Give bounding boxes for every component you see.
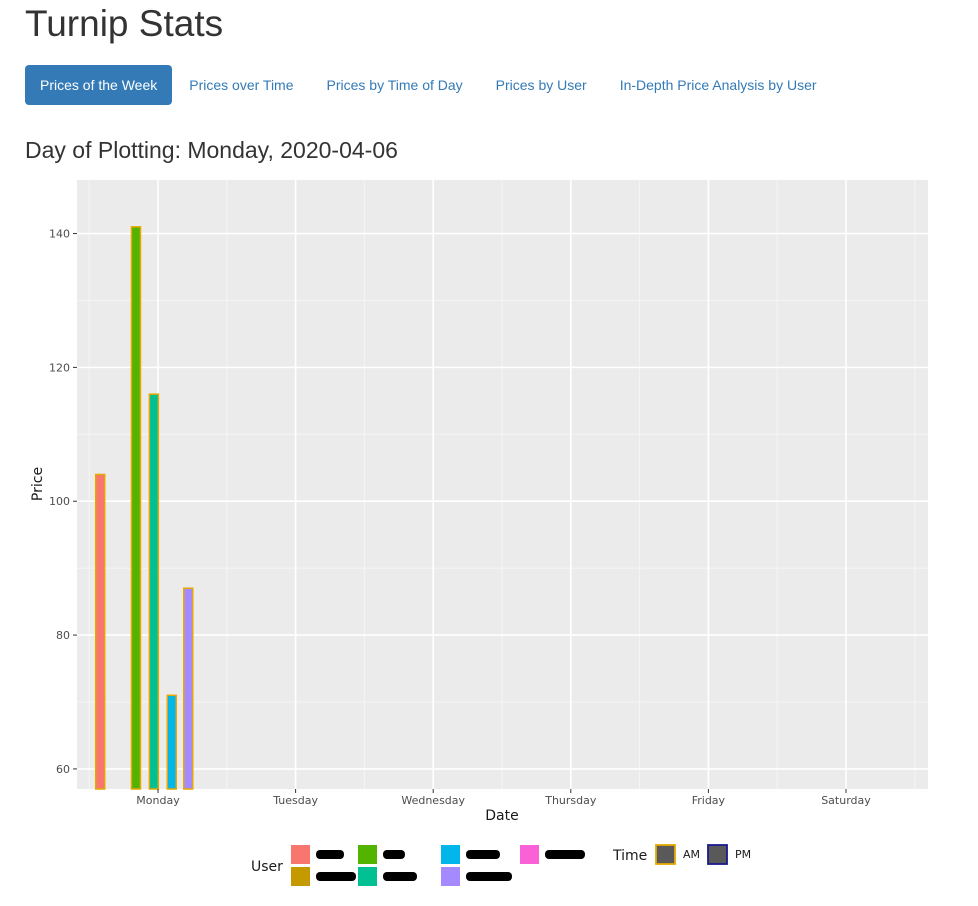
- legend-user-label-redacted: [316, 872, 356, 881]
- x-axis-ticks: Monday Tuesday Wednesday Thursday Friday Satu…: [136, 789, 871, 807]
- nav-tabs: Prices of the Week Prices over Time Pric…: [25, 65, 834, 105]
- legend-user-label-redacted: [316, 850, 344, 859]
- legend-user-label-redacted: [466, 872, 512, 881]
- y-axis-ticks: 60 80 100 120 140: [49, 228, 77, 776]
- x-tick-label: Tuesday: [272, 794, 318, 807]
- legend-user-key: [358, 867, 377, 886]
- y-tick-label: 120: [49, 361, 70, 374]
- x-tick-label: Wednesday: [401, 794, 465, 807]
- app-title: Turnip Stats: [25, 3, 224, 44]
- price-chart: 60 80 100 120 140 Monday Tuesday Wednesday Thur…: [0, 170, 978, 906]
- legend-time-label-am: AM: [683, 848, 700, 861]
- bars: [94, 226, 194, 790]
- legend-user-key: [291, 867, 310, 886]
- bar-2: [130, 226, 142, 790]
- bar-3: [148, 393, 160, 790]
- tab-prices-of-the-week[interactable]: Prices of the Week: [25, 65, 173, 105]
- legend-user-key: [520, 845, 539, 864]
- y-axis-title: Price: [30, 467, 46, 501]
- tab-prices-over-time[interactable]: Prices over Time: [189, 77, 294, 93]
- legend: User Time AM PM: [251, 844, 751, 886]
- tab-prices-by-time-of-day[interactable]: Prices by Time of Day: [326, 77, 463, 93]
- legend-time-key-am: [655, 844, 676, 865]
- legend-user-label-redacted: [466, 850, 500, 859]
- legend-user-keys: [291, 845, 585, 886]
- legend-user-label-redacted: [545, 850, 585, 859]
- legend-time-key-pm: [707, 844, 728, 865]
- legend-user-key: [441, 845, 460, 864]
- legend-time-label-pm: PM: [735, 848, 751, 861]
- y-tick-label: 140: [49, 228, 70, 241]
- legend-user-label-redacted: [383, 850, 405, 859]
- legend-user-key: [441, 867, 460, 886]
- x-tick-label: Monday: [136, 794, 180, 807]
- legend-time-title: Time: [612, 848, 647, 864]
- bar-5: [183, 587, 194, 790]
- x-tick-label: Thursday: [544, 794, 597, 807]
- legend-user-title: User: [251, 859, 283, 875]
- section-title: Day of Plotting: Monday, 2020-04-06: [25, 137, 398, 163]
- y-tick-label: 80: [56, 629, 70, 642]
- y-tick-label: 60: [56, 763, 70, 776]
- legend-time-keys: AM PM: [655, 844, 751, 865]
- grid-minor: [77, 180, 928, 789]
- x-tick-label: Friday: [692, 794, 726, 807]
- legend-user-key: [358, 845, 377, 864]
- tab-in-depth-price-analysis[interactable]: In-Depth Price Analysis by User: [619, 77, 817, 93]
- chart-svg: 60 80 100 120 140 Monday Tuesday Wednesday Thur…: [30, 180, 928, 886]
- legend-user-label-redacted: [383, 872, 417, 881]
- grid-major: [77, 180, 928, 789]
- x-tick-label: Saturday: [821, 794, 871, 807]
- legend-user-key: [291, 845, 310, 864]
- y-tick-label: 100: [49, 495, 70, 508]
- bar-1: [94, 473, 106, 790]
- x-axis-title: Date: [485, 808, 518, 824]
- bar-4: [166, 694, 178, 790]
- tab-prices-by-user[interactable]: Prices by User: [495, 77, 587, 93]
